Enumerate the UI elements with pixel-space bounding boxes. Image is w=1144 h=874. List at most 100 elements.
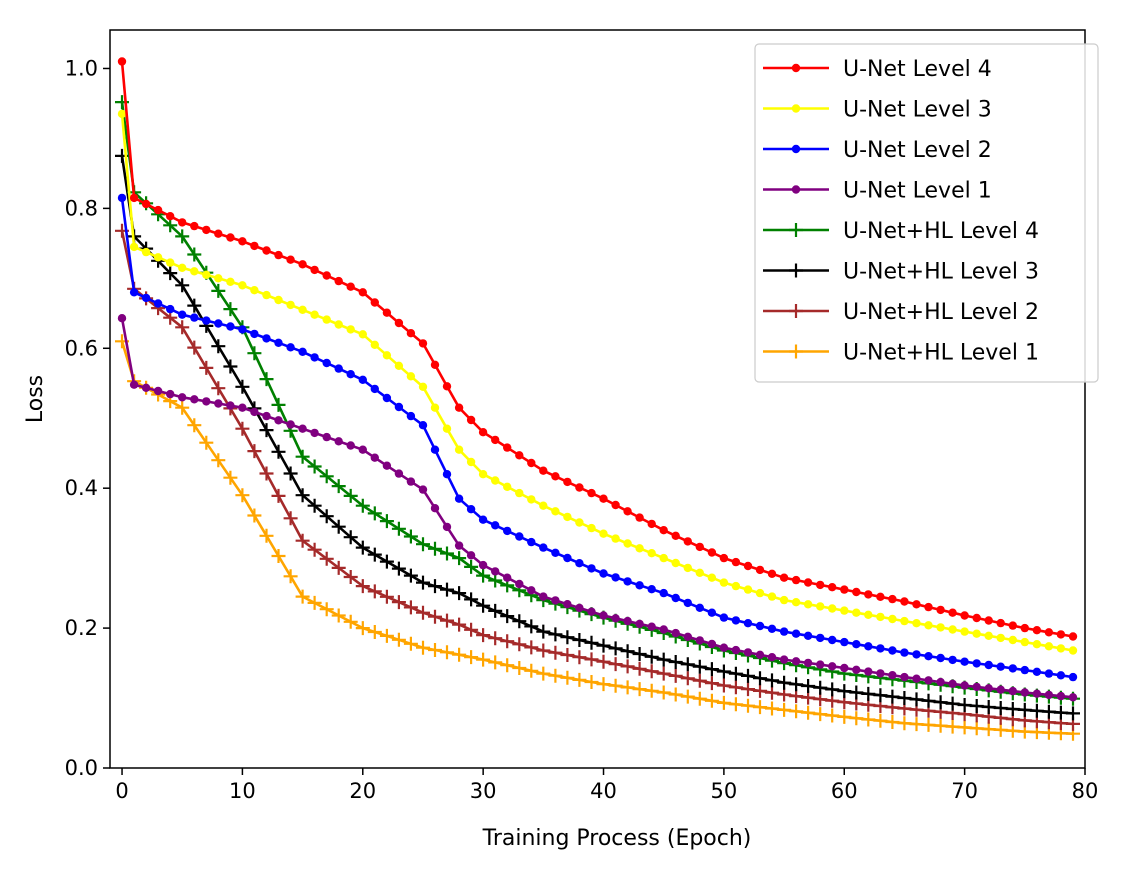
data-point	[322, 432, 331, 442]
data-point	[202, 397, 211, 406]
data-point	[659, 625, 668, 634]
data-point	[394, 318, 404, 328]
data-point	[286, 343, 295, 352]
data-point	[117, 109, 127, 119]
data-point	[707, 608, 717, 617]
series-u-net-level-1	[117, 314, 1078, 702]
data-point	[478, 470, 488, 479]
data-point	[635, 619, 644, 629]
data-point	[656, 666, 671, 681]
legend-label: U-Net+HL Level 4	[843, 219, 1039, 244]
data-point	[187, 298, 202, 313]
data-point	[972, 682, 981, 692]
data-point	[647, 622, 656, 631]
data-point	[876, 644, 885, 653]
data-point	[262, 334, 271, 343]
data-point	[755, 621, 765, 631]
data-point	[515, 579, 524, 589]
data-point	[668, 655, 683, 669]
data-point	[190, 313, 199, 322]
data-point	[791, 657, 801, 666]
data-point	[587, 523, 596, 533]
data-point	[671, 628, 680, 638]
x-tick-label: 0	[115, 779, 128, 803]
data-point	[141, 247, 151, 257]
data-point	[936, 677, 945, 687]
data-point	[933, 718, 948, 733]
data-point	[476, 628, 491, 643]
data-point	[524, 663, 539, 678]
data-point	[226, 233, 235, 242]
data-point	[816, 660, 825, 669]
data-point	[166, 258, 175, 267]
data-point	[716, 664, 731, 679]
data-point	[873, 713, 888, 728]
data-point	[779, 627, 789, 636]
data-point	[695, 542, 704, 552]
data-point	[861, 686, 876, 701]
data-point	[584, 635, 599, 650]
data-point	[464, 592, 479, 607]
data-point	[719, 553, 729, 563]
data-point	[310, 353, 319, 362]
data-point	[743, 619, 753, 628]
data-point	[777, 687, 792, 702]
legend-item-u-net-level-1: U-Net Level 1	[763, 179, 992, 204]
data-point	[355, 579, 370, 594]
data-point	[888, 614, 897, 624]
data-point	[972, 629, 981, 638]
data-point	[825, 682, 840, 697]
data-point	[442, 522, 452, 532]
data-point	[767, 592, 777, 601]
data-point	[659, 553, 668, 563]
data-point	[704, 676, 719, 691]
data-point	[1032, 667, 1042, 676]
data-point	[996, 662, 1005, 671]
data-point	[440, 645, 454, 660]
data-point	[370, 298, 379, 307]
data-point	[367, 625, 382, 639]
axes: 0 10 20 30 40 50 60 70 80 0.0 0.2 0.4 0.6 0.8 1.0	[65, 29, 1098, 803]
data-point	[608, 641, 623, 656]
data-point	[223, 470, 238, 485]
data-point	[560, 630, 575, 645]
data-point	[391, 561, 406, 576]
data-point	[358, 445, 367, 454]
legend-item-u-net-level-2: U-Net Level 2	[763, 138, 992, 163]
data-point	[876, 669, 885, 678]
data-point	[620, 644, 635, 659]
data-point	[840, 637, 849, 647]
data-point	[1032, 640, 1042, 649]
data-point	[274, 416, 283, 425]
data-point	[924, 602, 933, 612]
data-point	[707, 573, 717, 582]
data-point	[984, 616, 993, 625]
data-point	[852, 640, 861, 649]
data-point	[632, 661, 647, 676]
data-point	[779, 655, 789, 664]
data-point	[828, 583, 837, 592]
data-point	[1044, 690, 1054, 700]
data-point	[743, 561, 753, 571]
data-point	[379, 628, 394, 643]
data-point	[1056, 630, 1066, 639]
data-point	[476, 652, 491, 667]
data-point	[852, 587, 861, 597]
data-point	[960, 611, 969, 620]
data-point	[391, 632, 406, 647]
data-point	[1068, 693, 1078, 702]
data-point	[310, 310, 319, 319]
data-point	[551, 548, 560, 557]
data-point	[611, 614, 620, 623]
data-point	[515, 532, 524, 541]
data-point	[888, 671, 897, 680]
legend-item-u-net-level-3: U-Net Level 3	[763, 98, 992, 123]
data-point	[343, 488, 358, 503]
data-point	[575, 603, 584, 613]
data-point	[163, 266, 178, 281]
data-point	[632, 647, 647, 661]
data-point	[259, 423, 274, 438]
plot-frame	[109, 29, 1086, 769]
series-u-net-level-2	[117, 193, 1078, 682]
data-point	[334, 437, 343, 446]
